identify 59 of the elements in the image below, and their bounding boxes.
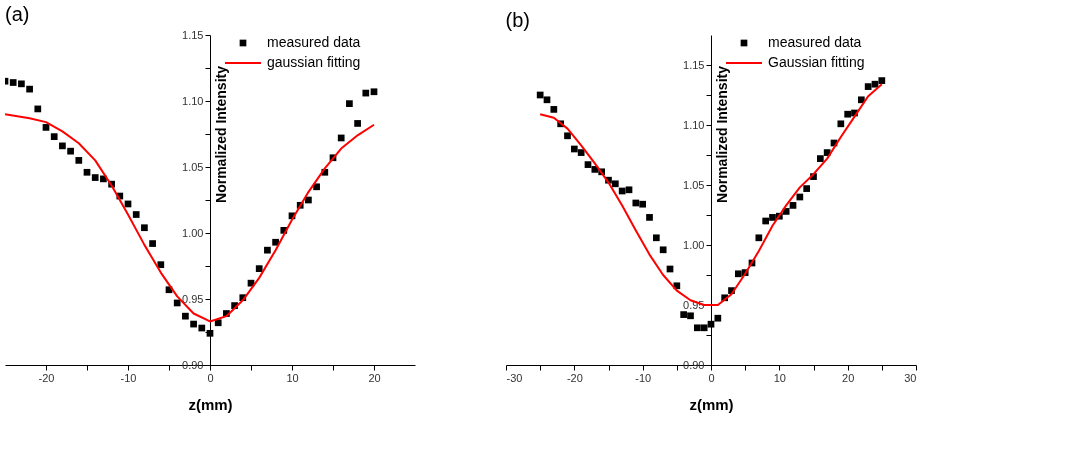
point xyxy=(9,79,17,86)
y-tick-label: 1.15 xyxy=(182,28,204,41)
y-axis-title: Normalized Intensity xyxy=(212,65,229,203)
y-tick-label: 1.10 xyxy=(683,118,705,131)
point xyxy=(75,157,83,164)
point xyxy=(370,88,378,96)
point xyxy=(354,120,361,127)
chart-title: (a) xyxy=(5,3,30,25)
point xyxy=(362,89,370,97)
point xyxy=(173,299,181,307)
y-tick-label: 1.15 xyxy=(683,58,705,71)
y-tick-label: 1.00 xyxy=(182,226,204,239)
point xyxy=(50,133,58,140)
point xyxy=(83,168,91,176)
point xyxy=(91,174,99,181)
x-tick-label: -10 xyxy=(120,371,137,384)
x-tick-label: -20 xyxy=(38,371,55,384)
x-tick-label: 0 xyxy=(708,371,715,384)
point xyxy=(190,320,197,328)
x-tick-label: -30 xyxy=(506,371,523,384)
y-tick-label: 0.95 xyxy=(182,292,204,305)
point xyxy=(59,142,66,150)
legend-label: gaussian fitting xyxy=(267,54,361,70)
x-tick-label: 0 xyxy=(207,371,214,384)
x-tick-label: 20 xyxy=(368,371,381,384)
point xyxy=(26,85,33,93)
point xyxy=(18,80,25,88)
point xyxy=(34,105,42,113)
y-tick-label: 1.05 xyxy=(182,160,204,173)
x-tick-label: -20 xyxy=(566,371,583,384)
point xyxy=(42,124,50,131)
point xyxy=(206,329,214,337)
point xyxy=(264,246,271,254)
chart-title: (b) xyxy=(505,9,530,31)
point xyxy=(272,238,279,246)
point xyxy=(255,265,263,272)
y-tick-label: 1.10 xyxy=(182,94,204,107)
point xyxy=(346,100,353,107)
x-tick-label: -10 xyxy=(635,371,652,384)
point xyxy=(182,312,189,320)
y-tick-label: 1.05 xyxy=(683,178,705,191)
x-axis-title: z(mm) xyxy=(188,395,233,413)
x-tick-label: 10 xyxy=(286,371,299,384)
x-axis-title: z(mm) xyxy=(689,395,734,413)
point xyxy=(132,211,140,218)
point xyxy=(337,134,345,142)
point xyxy=(149,240,156,247)
point xyxy=(141,224,148,232)
legend-label: measured data xyxy=(768,34,862,50)
point xyxy=(67,147,74,155)
y-tick-label: 1.00 xyxy=(683,238,705,251)
x-tick-label: 30 xyxy=(904,371,917,384)
point xyxy=(157,261,165,269)
point xyxy=(198,324,206,332)
x-tick-label: 10 xyxy=(773,371,786,384)
legend-label: Gaussian fitting xyxy=(768,54,865,70)
y-axis-title: Normalized Intensity xyxy=(713,65,730,203)
legend-label: measured data xyxy=(267,34,361,50)
x-tick-label: 20 xyxy=(842,371,855,384)
